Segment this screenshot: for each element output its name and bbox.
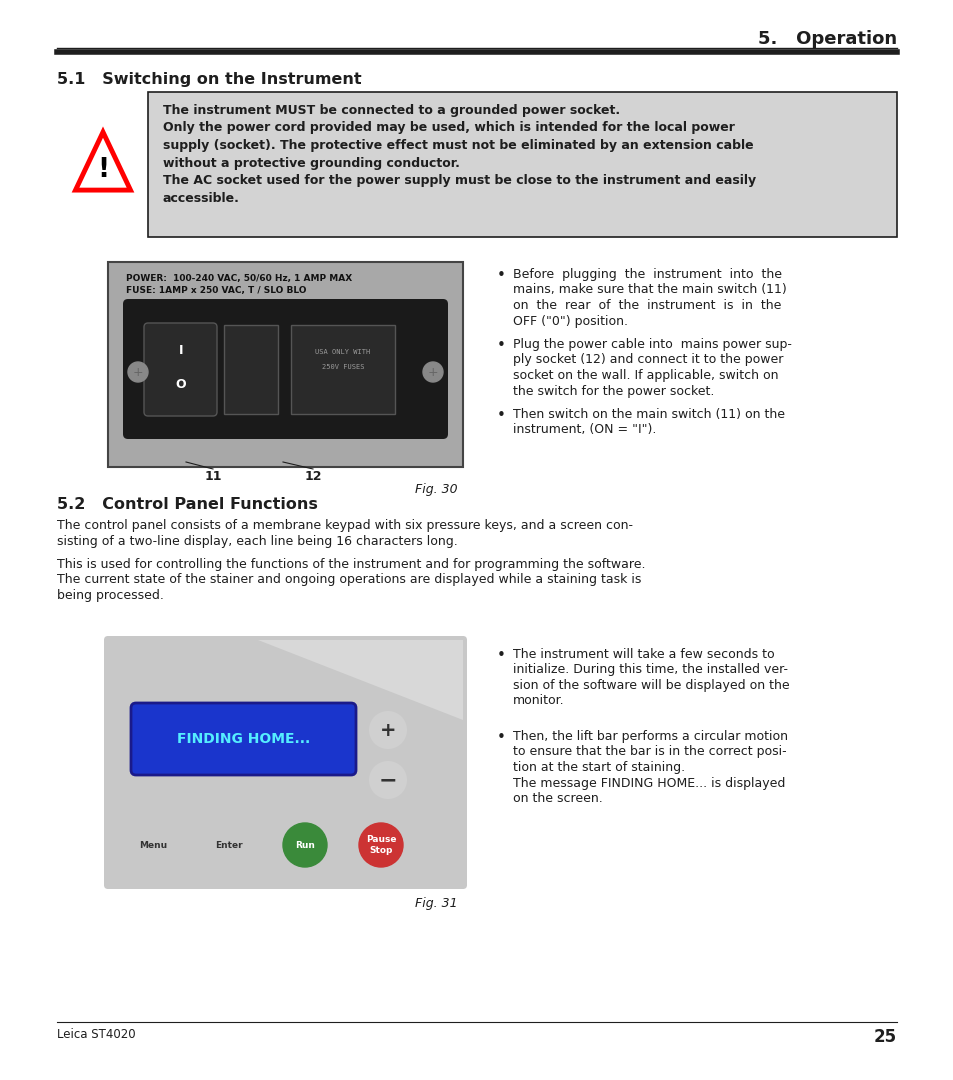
Text: Only the power cord provided may be used, which is intended for the local power: Only the power cord provided may be used…: [163, 121, 734, 135]
Text: Then, the lift bar performs a circular motion: Then, the lift bar performs a circular m…: [513, 730, 787, 743]
FancyBboxPatch shape: [104, 636, 467, 889]
Text: on  the  rear  of  the  instrument  is  in  the: on the rear of the instrument is in the: [513, 299, 781, 312]
Text: Menu: Menu: [139, 840, 167, 850]
Text: FUSE: 1AMP x 250 VAC, T / SLO BLO: FUSE: 1AMP x 250 VAC, T / SLO BLO: [126, 286, 306, 295]
Text: The current state of the stainer and ongoing operations are displayed while a st: The current state of the stainer and ong…: [57, 573, 640, 586]
Text: Pause
Stop: Pause Stop: [365, 835, 395, 854]
Text: to ensure that the bar is in the correct posi-: to ensure that the bar is in the correct…: [513, 745, 786, 758]
Text: mains, make sure that the main switch (11): mains, make sure that the main switch (1…: [513, 283, 786, 297]
FancyBboxPatch shape: [144, 323, 216, 416]
Text: •: •: [497, 730, 505, 745]
FancyBboxPatch shape: [291, 325, 395, 414]
Text: sisting of a two-line display, each line being 16 characters long.: sisting of a two-line display, each line…: [57, 535, 457, 548]
Text: •: •: [497, 268, 505, 283]
Text: without a protective grounding conductor.: without a protective grounding conductor…: [163, 157, 459, 170]
Text: Plug the power cable into  mains power sup-: Plug the power cable into mains power su…: [513, 338, 791, 351]
Polygon shape: [257, 640, 462, 720]
Text: initialize. During this time, the installed ver-: initialize. During this time, the instal…: [513, 663, 787, 676]
Text: tion at the start of staining.: tion at the start of staining.: [513, 761, 684, 774]
FancyBboxPatch shape: [131, 703, 355, 775]
Text: +: +: [379, 720, 395, 740]
Text: −: −: [378, 770, 396, 789]
Text: 12: 12: [304, 470, 321, 483]
Text: •: •: [497, 648, 505, 663]
FancyBboxPatch shape: [224, 325, 277, 414]
Text: supply (socket). The protective effect must not be eliminated by an extension ca: supply (socket). The protective effect m…: [163, 139, 753, 152]
Text: !: !: [97, 157, 109, 183]
Text: Leica ST4020: Leica ST4020: [57, 1028, 135, 1041]
Text: +: +: [132, 365, 143, 378]
Text: OFF ("0") position.: OFF ("0") position.: [513, 314, 627, 327]
Circle shape: [283, 823, 327, 867]
Text: USA ONLY WITH: USA ONLY WITH: [315, 349, 370, 355]
Text: +: +: [427, 365, 437, 378]
FancyBboxPatch shape: [108, 262, 462, 467]
Polygon shape: [75, 132, 131, 190]
FancyBboxPatch shape: [123, 299, 448, 438]
Text: •: •: [497, 338, 505, 353]
Circle shape: [358, 823, 402, 867]
Text: the switch for the power socket.: the switch for the power socket.: [513, 384, 714, 397]
Text: I: I: [178, 343, 183, 356]
Text: The instrument will take a few seconds to: The instrument will take a few seconds t…: [513, 648, 774, 661]
Text: This is used for controlling the functions of the instrument and for programming: This is used for controlling the functio…: [57, 558, 645, 571]
Circle shape: [207, 823, 251, 867]
Text: socket on the wall. If applicable, switch on: socket on the wall. If applicable, switc…: [513, 369, 778, 382]
Text: being processed.: being processed.: [57, 589, 164, 602]
Text: 11: 11: [204, 470, 221, 483]
Text: The control panel consists of a membrane keypad with six pressure keys, and a sc: The control panel consists of a membrane…: [57, 519, 633, 532]
Circle shape: [131, 823, 174, 867]
Text: The AC socket used for the power supply must be close to the instrument and easi: The AC socket used for the power supply …: [163, 174, 756, 187]
Text: The message FINDING HOME... is displayed: The message FINDING HOME... is displayed: [513, 777, 784, 789]
Circle shape: [370, 762, 406, 798]
Text: Before  plugging  the  instrument  into  the: Before plugging the instrument into the: [513, 268, 781, 281]
Text: 5.2   Control Panel Functions: 5.2 Control Panel Functions: [57, 497, 317, 512]
Text: accessible.: accessible.: [163, 191, 239, 204]
Text: Fig. 30: Fig. 30: [415, 483, 457, 496]
Text: POWER:  100-240 VAC, 50/60 Hz, 1 AMP MAX: POWER: 100-240 VAC, 50/60 Hz, 1 AMP MAX: [126, 274, 352, 283]
Text: sion of the software will be displayed on the: sion of the software will be displayed o…: [513, 679, 789, 692]
Text: 250V FUSES: 250V FUSES: [321, 364, 364, 370]
Text: ply socket (12) and connect it to the power: ply socket (12) and connect it to the po…: [513, 353, 782, 366]
Text: FINDING HOME...: FINDING HOME...: [176, 732, 310, 746]
Text: on the screen.: on the screen.: [513, 792, 602, 805]
Text: 5.   Operation: 5. Operation: [757, 30, 896, 48]
Text: O: O: [175, 378, 186, 391]
Text: •: •: [497, 408, 505, 423]
Circle shape: [422, 362, 442, 382]
Text: Fig. 31: Fig. 31: [415, 897, 457, 910]
Circle shape: [370, 712, 406, 748]
Text: Enter: Enter: [215, 840, 243, 850]
Text: monitor.: monitor.: [513, 694, 564, 707]
Text: Then switch on the main switch (11) on the: Then switch on the main switch (11) on t…: [513, 408, 784, 421]
Text: 5.1   Switching on the Instrument: 5.1 Switching on the Instrument: [57, 72, 361, 87]
Text: instrument, (ON = "I").: instrument, (ON = "I").: [513, 423, 656, 436]
Text: 25: 25: [873, 1028, 896, 1047]
Text: Run: Run: [294, 840, 314, 850]
FancyBboxPatch shape: [148, 92, 896, 237]
Text: The instrument MUST be connected to a grounded power socket.: The instrument MUST be connected to a gr…: [163, 104, 619, 117]
Circle shape: [128, 362, 148, 382]
